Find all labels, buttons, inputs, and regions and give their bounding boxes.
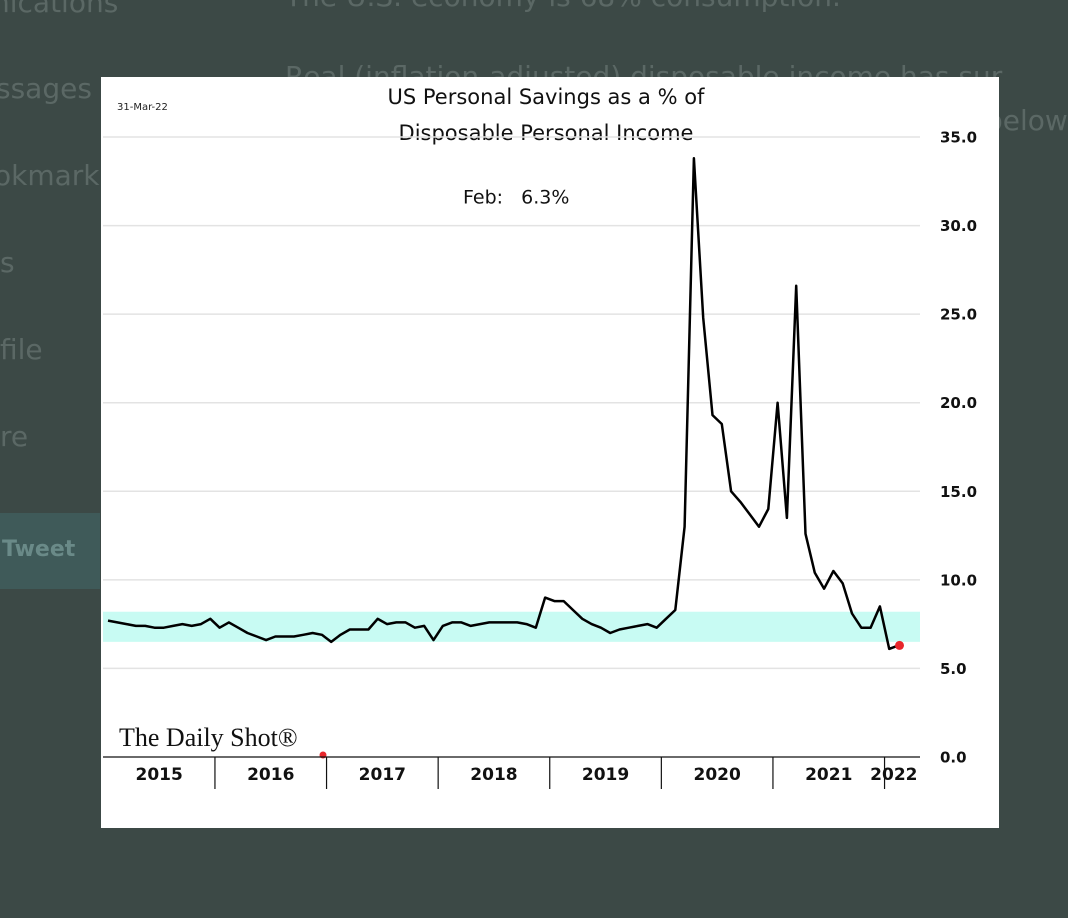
chart-title: US Personal Savings as a % of (388, 85, 706, 109)
last-point (895, 640, 904, 650)
button-label[interactable]: Tweet (2, 537, 76, 562)
sidebar-item: okmarks (0, 159, 115, 192)
x-tick-label: 2022 (870, 765, 917, 785)
article-text: The U.S. economy is 68% consumption. (285, 0, 841, 13)
highlight-band (103, 611, 920, 642)
y-tick-label: 10.0 (940, 571, 977, 589)
chart-subtitle: Disposable Personal Income (399, 121, 694, 145)
y-tick-label: 30.0 (940, 217, 977, 235)
chart: 31-Mar-22 US Personal Savings as a % of … (101, 77, 999, 828)
x-tick-label: 2019 (582, 765, 629, 785)
sidebar-item: re (0, 420, 29, 453)
x-tick-label: 2018 (470, 765, 517, 785)
y-tick-label: 5.0 (940, 660, 967, 678)
x-tick-label: 2015 (135, 765, 182, 785)
sidebar-item: s (0, 246, 15, 279)
series-line (107, 157, 899, 651)
x-tick-label: 2017 (359, 765, 406, 785)
sidebar-item: ssages (0, 72, 92, 105)
source-logo: The Daily Shot® (119, 723, 298, 752)
tweet-button[interactable]: Tweet (0, 513, 100, 589)
x-tick-label: 2020 (693, 765, 740, 785)
y-tick-label: 15.0 (940, 483, 977, 501)
sidebar-item: nications (0, 0, 119, 19)
annotation: Feb: 6.3% (463, 187, 569, 209)
chart-background (101, 77, 999, 828)
y-tick-label: 20.0 (940, 394, 977, 412)
y-tick-label: 0.0 (940, 749, 967, 767)
x-tick-label: 2016 (247, 765, 294, 785)
sidebar-item: file (0, 333, 43, 366)
chart-date: 31-Mar-22 (117, 102, 168, 113)
y-tick-label: 25.0 (940, 306, 977, 324)
x-tick-label: 2021 (805, 765, 852, 785)
y-tick-label: 35.0 (940, 129, 977, 147)
